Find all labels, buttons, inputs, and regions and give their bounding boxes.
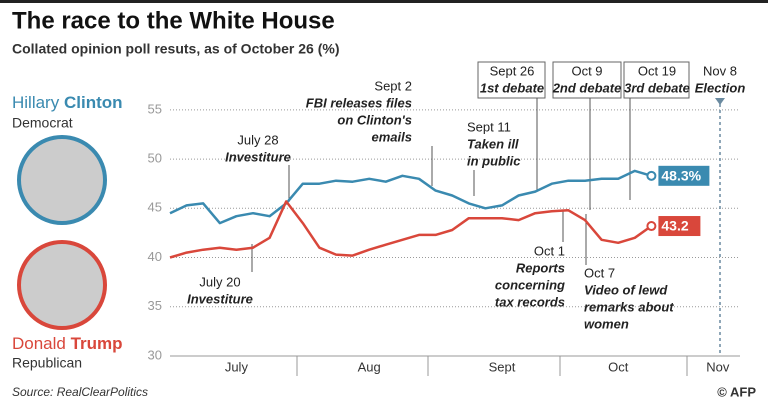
annotation-text: Taken ill: [467, 136, 519, 151]
annotation-text: Video of lewd: [584, 282, 668, 297]
annotation-text: 1st debate: [480, 80, 544, 95]
source: Source: RealClearPolitics: [12, 385, 148, 399]
annotation-text: women: [584, 316, 629, 331]
series-line: [169, 200, 653, 259]
y-tick-label: 40: [148, 249, 162, 264]
annotation-text: Investiture: [187, 291, 253, 306]
annotation-text: Sept 26: [490, 63, 535, 78]
series-line: [169, 169, 652, 225]
annotation-text: Oct 1: [534, 243, 565, 258]
photo-trump: [17, 240, 107, 330]
x-tick-label: Nov: [706, 359, 730, 374]
photo-clinton: [17, 135, 107, 225]
candidate-name: Hillary Clinton: [12, 93, 123, 112]
y-tick-label: 35: [148, 298, 162, 313]
y-tick-label: 55: [148, 101, 162, 116]
annotation-text: on Clinton's: [337, 112, 412, 127]
annotation-text: Election: [695, 80, 746, 95]
x-tick-label: July: [225, 359, 249, 374]
end-label-box: [658, 165, 710, 186]
party: Republican: [12, 355, 82, 371]
end-dot: [646, 170, 657, 181]
annotation-text: Sept 11: [467, 119, 511, 134]
last-name: Trump: [71, 334, 123, 353]
annotation-text: Sept 2: [374, 78, 412, 93]
last-name: Clinton: [64, 93, 123, 112]
annotation-text: 2nd debate: [552, 80, 622, 95]
first-name: Donald: [12, 334, 66, 353]
annotation-text: Investiture: [225, 149, 291, 164]
chart-subtitle: Collated opinion poll resuts, as of Octo…: [12, 41, 339, 57]
annotation-text: Reports: [516, 260, 565, 275]
y-tick-label: 45: [148, 200, 162, 215]
x-tick-label: Sept: [489, 359, 516, 374]
annotation-text: Nov 8: [703, 63, 737, 78]
annotation-text: Oct 19: [638, 63, 676, 78]
y-tick-label: 50: [148, 151, 162, 166]
top-rule: [0, 0, 768, 3]
annotation-text: tax records: [495, 294, 565, 309]
annotation-text: July 28: [237, 132, 278, 147]
annotation-text: FBI releases files: [306, 95, 412, 110]
x-tick-label: Aug: [358, 359, 381, 374]
month-ticks: [296, 356, 688, 376]
end-label: 43.2: [661, 218, 688, 234]
chart-title: The race to the White House: [12, 7, 335, 34]
annotation-text: 3rd debate: [624, 80, 690, 95]
annotation-text: July 20: [199, 274, 240, 289]
annotation-text: in public: [467, 153, 521, 168]
first-name: Hillary: [12, 93, 60, 112]
annotation-box: [552, 61, 622, 99]
x-tick-label: Oct: [608, 359, 629, 374]
candidate-name: Donald Trump: [12, 334, 123, 353]
end-label: 48.3%: [661, 168, 701, 184]
annotation-box: [623, 61, 690, 99]
end-dot: [646, 221, 657, 232]
election-marker: [715, 98, 725, 105]
credit: © AFP: [717, 384, 756, 399]
annotation-box: [477, 61, 546, 99]
annotation-text: Oct 7: [584, 265, 615, 280]
annotation-text: remarks about: [584, 299, 674, 314]
annotation-text: Oct 9: [571, 63, 602, 78]
party: Democrat: [12, 115, 73, 131]
annotation-text: emails: [372, 129, 412, 144]
end-label-box: [658, 216, 701, 237]
annotation-text: concerning: [495, 277, 565, 292]
y-tick-label: 30: [148, 347, 162, 362]
